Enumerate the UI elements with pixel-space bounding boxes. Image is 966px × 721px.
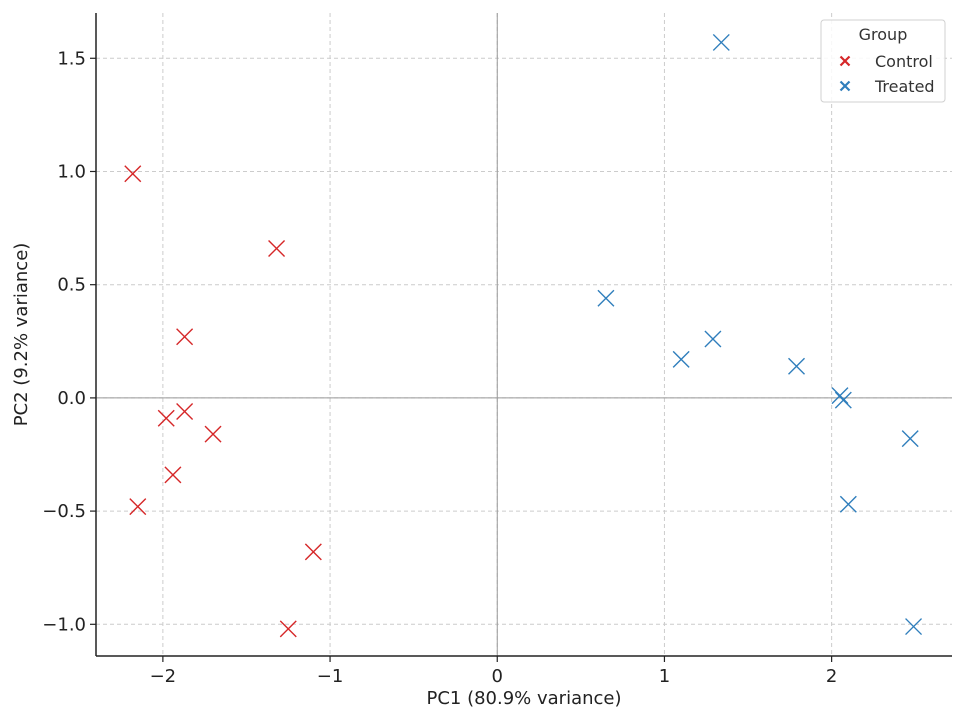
marker-stroke: [834, 391, 852, 409]
data-point-control: [124, 165, 142, 183]
x-axis-label: PC1 (80.9% variance): [426, 688, 621, 709]
x-tick-label: −1: [317, 666, 344, 687]
marker-stroke: [129, 498, 147, 516]
marker-stroke: [204, 425, 222, 443]
y-tick-label: −0.5: [42, 501, 86, 522]
marker-stroke: [712, 33, 730, 51]
marker-stroke: [901, 430, 919, 448]
data-point-control: [157, 409, 175, 427]
axes: [90, 13, 952, 662]
data-point-control: [176, 328, 194, 346]
data-point-treated: [839, 495, 857, 513]
data-point-control: [304, 543, 322, 561]
x-tick-label: 0: [492, 666, 503, 687]
data-point-treated: [712, 33, 730, 51]
x-tick-label: −2: [150, 666, 177, 687]
data-point-control: [129, 498, 147, 516]
reference-lines: [96, 13, 952, 656]
y-tick-label: 1.0: [57, 161, 86, 182]
legend-items: Control Treated: [839, 52, 935, 96]
legend-label-control: Control: [875, 52, 933, 71]
marker-stroke: [176, 328, 194, 346]
marker-stroke: [704, 330, 722, 348]
data-point-treated: [704, 330, 722, 348]
y-tick-label: 0.5: [57, 275, 86, 296]
y-tick-label: −1.0: [42, 614, 86, 635]
legend-marker-treated: [839, 80, 851, 92]
marker-stroke: [839, 55, 851, 67]
data-point-treated: [672, 350, 690, 368]
data-point-treated: [831, 387, 849, 405]
legend-label-treated: Treated: [874, 77, 935, 96]
marker-stroke: [279, 620, 297, 638]
marker-stroke: [672, 350, 690, 368]
marker-stroke: [176, 402, 194, 420]
marker-stroke: [157, 409, 175, 427]
marker-stroke: [788, 357, 806, 375]
y-axis-label: PC2 (9.2% variance): [11, 243, 32, 427]
marker-stroke: [597, 289, 615, 307]
x-tick-label: 2: [826, 666, 837, 687]
tick-labels: −2 −1 0 1 2 −1.0 −0.5 0.0 0.5 1.0 1.5: [42, 48, 837, 687]
legend: Group Control Treated: [820, 19, 946, 103]
y-tick-label: 0.0: [57, 388, 86, 409]
marker-stroke: [831, 387, 849, 405]
legend-title: Group: [859, 25, 908, 44]
data-point-treated: [834, 391, 852, 409]
data-point-control: [176, 402, 194, 420]
marker-stroke: [839, 495, 857, 513]
marker-stroke: [268, 239, 286, 257]
legend-marker-control: [839, 55, 851, 67]
marker-stroke: [905, 618, 923, 636]
data-point-treated: [905, 618, 923, 636]
y-tick-label: 1.5: [57, 48, 86, 69]
data-point-control: [164, 466, 182, 484]
data-point-control: [268, 239, 286, 257]
data-point-control: [204, 425, 222, 443]
grid: [96, 13, 952, 656]
legend-box: [820, 19, 946, 103]
marker-stroke: [164, 466, 182, 484]
data-point-control: [279, 620, 297, 638]
data-points: [124, 33, 923, 638]
x-tick-label: 1: [659, 666, 670, 687]
data-point-treated: [901, 430, 919, 448]
data-point-treated: [597, 289, 615, 307]
data-point-treated: [788, 357, 806, 375]
marker-stroke: [124, 165, 142, 183]
marker-stroke: [839, 80, 851, 92]
marker-stroke: [304, 543, 322, 561]
